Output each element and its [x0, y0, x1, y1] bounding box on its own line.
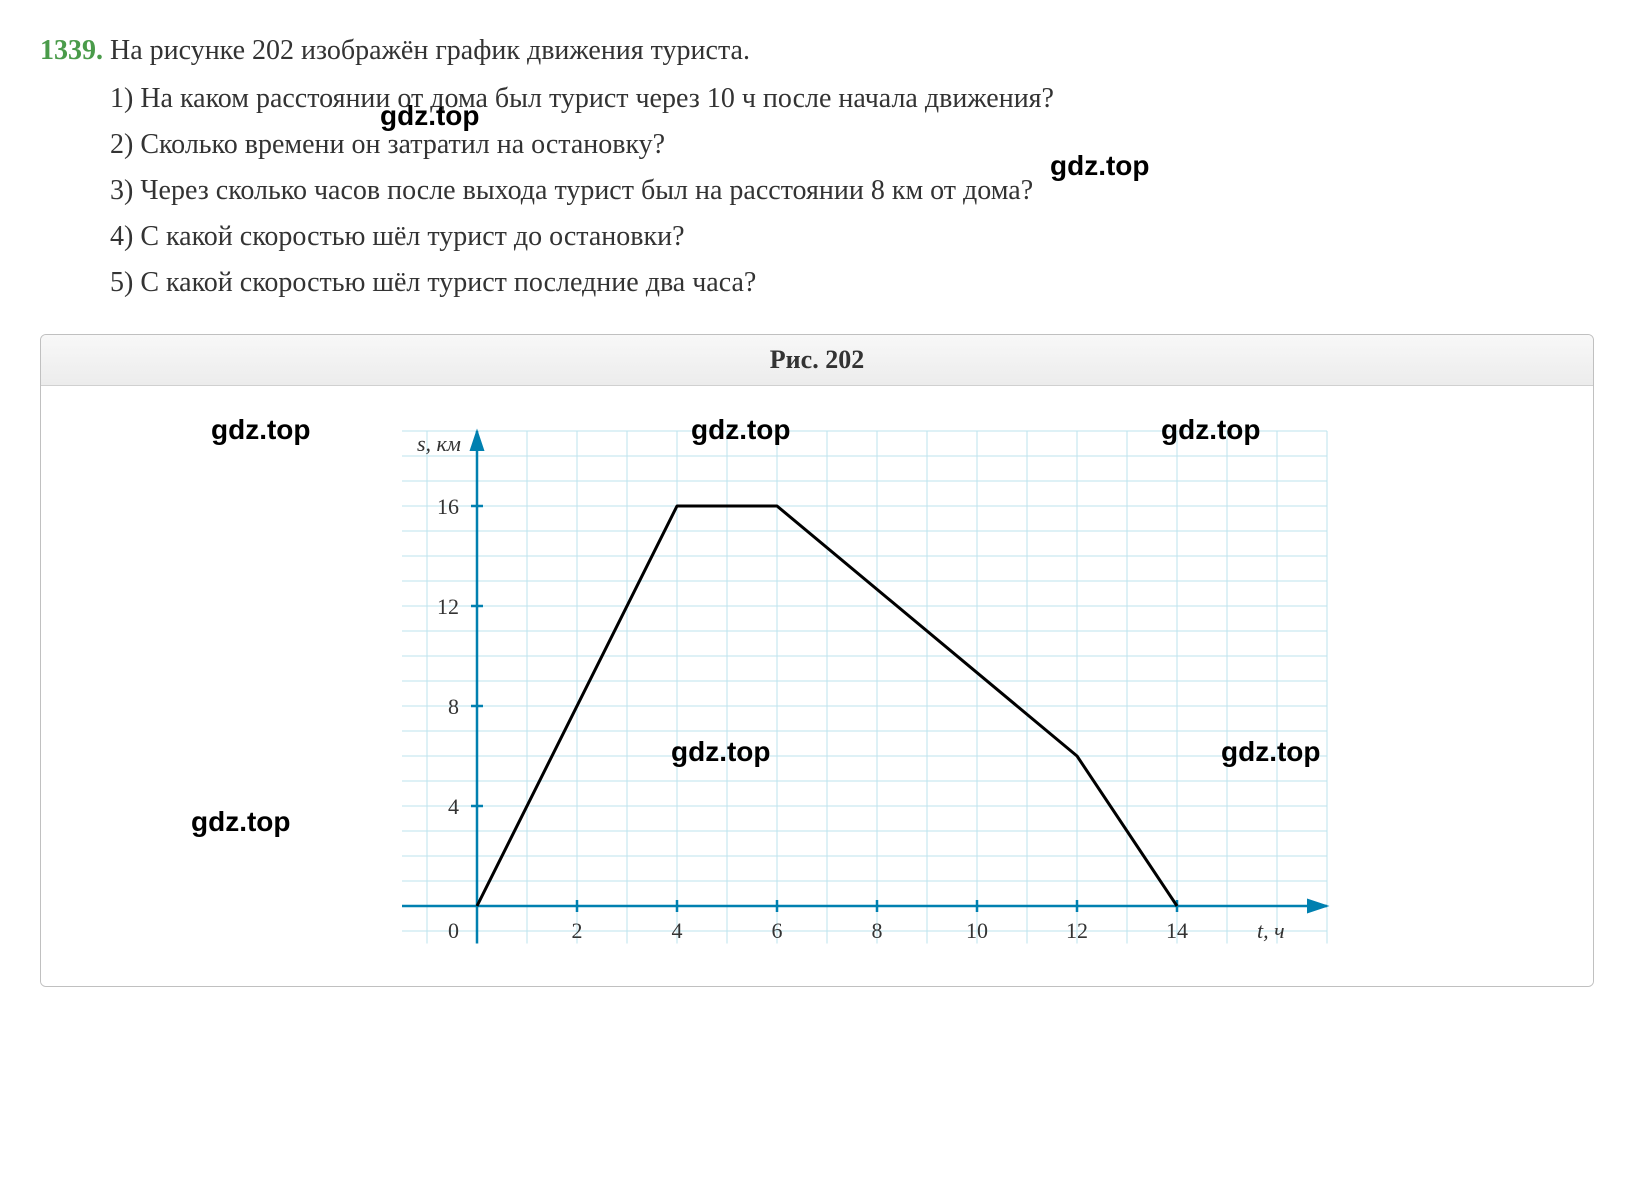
watermark: gdz.top	[191, 806, 291, 838]
problem-block: 1339. На рисунке 202 изображён график дв…	[40, 30, 1594, 304]
svg-text:12: 12	[1066, 918, 1088, 943]
problem-number: 1339.	[40, 35, 103, 66]
watermark: gdz.top	[1050, 150, 1150, 182]
question-2: 2) Сколько времени он затратил на остано…	[40, 124, 1594, 166]
svg-text:s, км: s, км	[417, 431, 461, 456]
watermark: gdz.top	[671, 736, 771, 768]
question-1: 1) На каком расстоянии от дома был турис…	[40, 78, 1594, 120]
svg-text:2: 2	[572, 918, 583, 943]
chart-body: 2 4 6 8 10 12 14 4 8 12 16 0 s, км t, ч gdz.top gdz.t…	[41, 386, 1593, 986]
chart-container: Рис. 202 2 4 6 8 10 12 14 4 8 12 16 0 s, км t, ч gdz.…	[40, 334, 1594, 987]
svg-text:8: 8	[448, 694, 459, 719]
svg-text:12: 12	[437, 594, 459, 619]
problem-intro: 1339. На рисунке 202 изображён график дв…	[40, 30, 1594, 72]
svg-text:4: 4	[672, 918, 683, 943]
svg-text:4: 4	[448, 794, 459, 819]
svg-text:0: 0	[448, 918, 459, 943]
watermark: gdz.top	[380, 100, 480, 132]
watermark: gdz.top	[691, 414, 791, 446]
svg-text:10: 10	[966, 918, 988, 943]
chart-svg: 2 4 6 8 10 12 14 4 8 12 16 0 s, км t, ч	[217, 406, 1417, 966]
intro-text: На рисунке 202 изображён график движения…	[110, 35, 750, 66]
svg-text:t, ч: t, ч	[1257, 918, 1285, 943]
chart-title: Рис. 202	[41, 335, 1593, 386]
svg-text:14: 14	[1166, 918, 1188, 943]
watermark: gdz.top	[211, 414, 311, 446]
question-3: 3) Через сколько часов после выхода тури…	[40, 170, 1594, 212]
watermark: gdz.top	[1161, 414, 1261, 446]
svg-text:8: 8	[872, 918, 883, 943]
svg-text:16: 16	[437, 494, 459, 519]
question-4: 4) С какой скоростью шёл турист до остан…	[40, 216, 1594, 258]
watermark: gdz.top	[1221, 736, 1321, 768]
svg-text:6: 6	[772, 918, 783, 943]
question-5: 5) С какой скоростью шёл турист последни…	[40, 262, 1594, 304]
